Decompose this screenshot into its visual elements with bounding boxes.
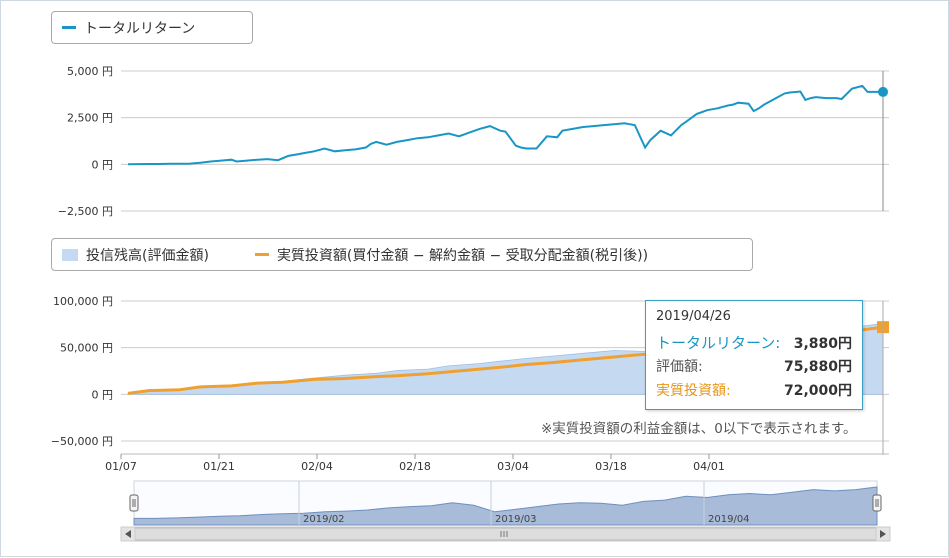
tooltip-value: 72,000円 — [783, 383, 852, 399]
legend-item-balance[interactable]: 投信残高(評価金額) — [62, 245, 209, 265]
navigator-tick-label: 2019/04 — [708, 514, 750, 525]
x-tick-label: 02/18 — [399, 460, 431, 473]
footnote: ※実質投資額の利益金額は、0以下で表示されます。 — [541, 421, 857, 437]
tooltip-row-valuation: 評価額: 75,880円 — [656, 355, 852, 379]
navigator-tick-label: 2019/03 — [495, 514, 537, 525]
x-tick-label: 04/01 — [693, 460, 725, 473]
legend-item-total-return[interactable]: トータルリターン — [62, 18, 195, 38]
total-return-line — [127, 84, 883, 166]
bottom-legend: 投信残高(評価金額) 実質投資額(買付金額 − 解約金額 − 受取分配金額(税引… — [51, 238, 753, 271]
y-tick-label: −2,500 円 — [58, 205, 113, 218]
top-legend: トータルリターン — [51, 11, 253, 44]
y-tick-label: −50,000 円 — [51, 435, 113, 448]
tooltip-label: トータルリターン: — [656, 334, 781, 352]
arrow-left-icon — [125, 530, 131, 538]
legend-line-swatch — [254, 253, 269, 256]
tooltip-label: 評価額: — [656, 359, 703, 375]
scrollbar-thumb[interactable] — [134, 527, 877, 541]
hover-point — [878, 86, 888, 97]
y-tick-label: 50,000 円 — [60, 342, 113, 355]
tooltip-row-investment: 実質投資額: 72,000円 — [656, 379, 852, 403]
legend-item-investment[interactable]: 実質投資額(買付金額 − 解約金額 − 受取分配金額(税引後)) — [254, 245, 649, 265]
y-tick-label: 0 円 — [92, 158, 114, 171]
navigator-area — [133, 486, 878, 526]
tooltip-value: 75,880円 — [783, 359, 852, 375]
arrow-right-icon — [880, 530, 886, 538]
x-tick-label: 03/04 — [497, 460, 529, 473]
navigator-tick-label: 2019/02 — [303, 514, 345, 525]
x-tick-label: 01/21 — [203, 460, 235, 473]
tooltip-label: 実質投資額: — [656, 383, 731, 399]
x-tick-label: 02/04 — [301, 460, 333, 473]
navigator-handle[interactable] — [129, 494, 139, 512]
legend-label-total-return: トータルリターン — [84, 20, 196, 37]
tooltip: 2019/04/26 トータルリターン: 3,880円 評価額: 75,880円… — [645, 300, 863, 410]
y-tick-label: 100,000 円 — [53, 295, 113, 308]
y-tick-label: 5,000 円 — [67, 65, 113, 78]
tooltip-value: 3,880円 — [793, 336, 852, 352]
navigator-handle[interactable] — [872, 494, 882, 512]
legend-label-investment: 実質投資額(買付金額 − 解約金額 − 受取分配金額(税引後)) — [276, 247, 649, 264]
legend-label-balance: 投信残高(評価金額) — [86, 247, 209, 264]
tooltip-date: 2019/04/26 — [656, 309, 731, 324]
y-tick-label: 2,500 円 — [67, 112, 113, 125]
legend-line-swatch — [62, 26, 76, 29]
tooltip-row-total-return: トータルリターン: 3,880円 — [656, 331, 852, 355]
x-tick-label: 01/07 — [105, 460, 137, 473]
total-return-chart: 5,000 円 2,500 円 0 円 −2,500 円 — [58, 65, 889, 218]
y-tick-label: 0 円 — [92, 388, 114, 401]
legend-area-swatch — [62, 248, 78, 261]
x-tick-label: 03/18 — [595, 460, 627, 473]
